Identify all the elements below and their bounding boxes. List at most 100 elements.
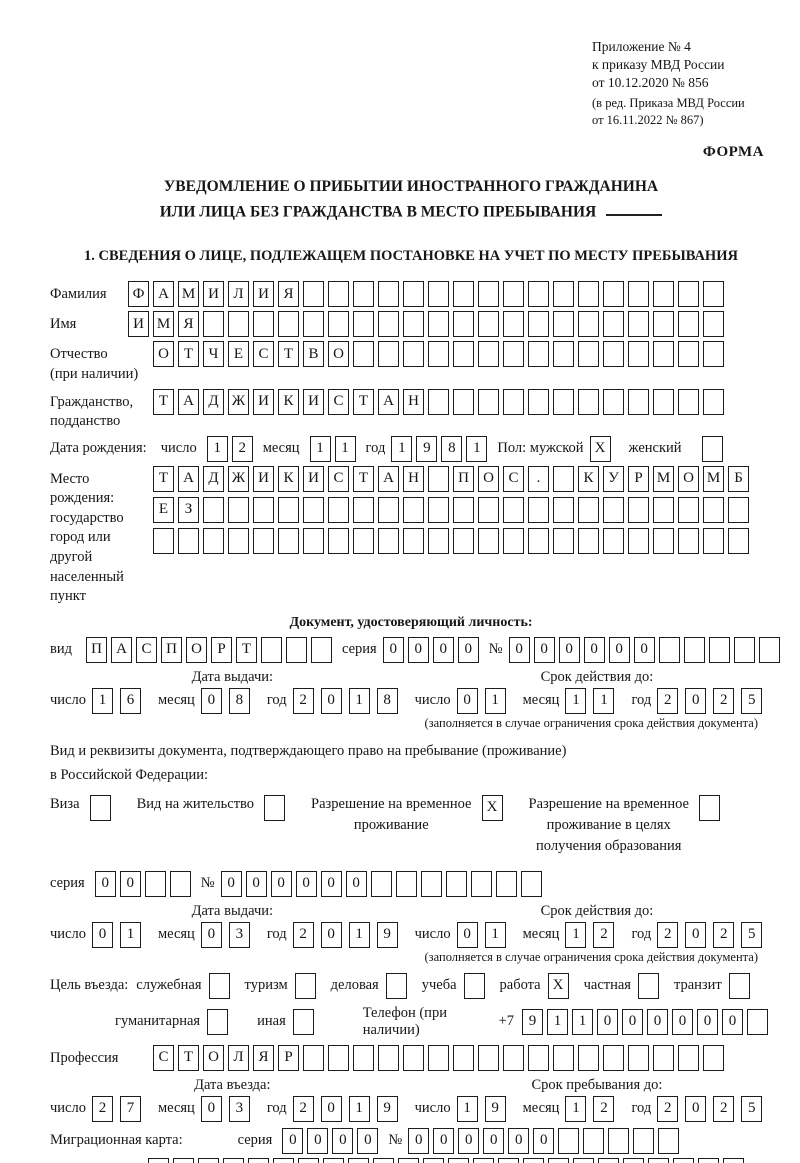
char-cell-filled[interactable]: А bbox=[178, 388, 199, 415]
char-cell-filled[interactable]: Я bbox=[178, 311, 199, 338]
char-cell-filled[interactable]: 0 bbox=[295, 870, 317, 897]
char-cell-filled[interactable]: А bbox=[110, 636, 132, 663]
char-cell-filled[interactable]: И bbox=[128, 311, 149, 338]
char-cell-filled[interactable]: 2 bbox=[713, 687, 735, 714]
char-cell-filled[interactable]: 1 bbox=[119, 921, 141, 948]
char-cell-filled[interactable]: П bbox=[85, 636, 107, 663]
char-cell-filled[interactable]: 1 bbox=[593, 687, 615, 714]
char-cell-empty[interactable] bbox=[578, 341, 599, 368]
char-cell-filled[interactable]: 2 bbox=[593, 1095, 615, 1122]
char-cell-filled[interactable]: 0 bbox=[456, 687, 478, 714]
char-cell-filled[interactable]: И bbox=[303, 465, 324, 492]
char-cell-filled[interactable]: 1 bbox=[466, 435, 488, 462]
char-cell-filled[interactable]: 2 bbox=[223, 1157, 244, 1163]
char-cell-empty[interactable] bbox=[353, 496, 374, 523]
char-cell-filled[interactable]: X bbox=[589, 435, 611, 462]
char-cell-empty[interactable] bbox=[328, 496, 349, 523]
char-cell-empty[interactable] bbox=[395, 870, 417, 897]
char-cell-filled[interactable]: 2 bbox=[713, 921, 735, 948]
char-cell-empty[interactable] bbox=[278, 311, 299, 338]
char-cell-empty[interactable] bbox=[248, 1157, 269, 1163]
char-cell-empty[interactable] bbox=[303, 311, 324, 338]
char-cell-empty[interactable] bbox=[653, 311, 674, 338]
char-cell-empty[interactable] bbox=[378, 1044, 399, 1071]
char-cell-filled[interactable]: О bbox=[203, 1044, 224, 1071]
char-cell-filled[interactable]: В bbox=[303, 341, 324, 368]
char-cell-filled[interactable]: 0 bbox=[200, 921, 222, 948]
char-cell-filled[interactable]: И bbox=[253, 281, 274, 308]
char-cell-filled[interactable]: А bbox=[378, 388, 399, 415]
char-cell-empty[interactable] bbox=[428, 496, 449, 523]
char-cell-filled[interactable]: 0 bbox=[332, 1127, 354, 1154]
char-cell-filled[interactable]: 0 bbox=[685, 687, 707, 714]
char-cell-filled[interactable]: П bbox=[453, 465, 474, 492]
char-cell-filled[interactable]: К bbox=[278, 388, 299, 415]
char-cell-empty[interactable] bbox=[348, 1157, 369, 1163]
char-cell-filled[interactable]: X bbox=[481, 794, 503, 821]
char-cell-empty[interactable] bbox=[703, 1044, 724, 1071]
char-cell-filled[interactable]: Я bbox=[253, 1044, 274, 1071]
char-cell-filled[interactable]: 3 bbox=[228, 921, 250, 948]
char-cell-empty[interactable] bbox=[203, 311, 224, 338]
char-cell-empty[interactable] bbox=[453, 527, 474, 554]
char-cell-empty[interactable] bbox=[253, 496, 274, 523]
char-cell-empty[interactable] bbox=[678, 341, 699, 368]
char-cell-filled[interactable]: 0 bbox=[722, 1008, 743, 1035]
char-cell-empty[interactable] bbox=[478, 527, 499, 554]
char-cell-filled[interactable]: 2 bbox=[198, 1157, 219, 1163]
char-cell-empty[interactable] bbox=[703, 341, 724, 368]
char-cell-filled[interactable]: 0 bbox=[433, 1127, 455, 1154]
char-cell-empty[interactable] bbox=[578, 281, 599, 308]
char-cell-empty[interactable] bbox=[628, 281, 649, 308]
char-cell-empty[interactable] bbox=[89, 794, 111, 821]
char-cell-empty[interactable] bbox=[628, 1044, 649, 1071]
char-cell-empty[interactable] bbox=[723, 1157, 744, 1163]
char-cell-filled[interactable]: Р bbox=[628, 465, 649, 492]
char-cell-filled[interactable]: 0 bbox=[533, 636, 555, 663]
char-cell-empty[interactable] bbox=[353, 527, 374, 554]
char-cell-empty[interactable] bbox=[648, 1157, 669, 1163]
char-cell-empty[interactable] bbox=[453, 388, 474, 415]
char-cell-empty[interactable] bbox=[698, 1157, 719, 1163]
char-cell-empty[interactable] bbox=[658, 636, 680, 663]
char-cell-empty[interactable] bbox=[628, 311, 649, 338]
char-cell-empty[interactable] bbox=[673, 1157, 694, 1163]
char-cell-empty[interactable] bbox=[353, 311, 374, 338]
char-cell-empty[interactable] bbox=[628, 496, 649, 523]
char-cell-filled[interactable]: Р bbox=[210, 636, 232, 663]
char-cell-filled[interactable]: 8 bbox=[376, 687, 398, 714]
char-cell-empty[interactable] bbox=[428, 281, 449, 308]
char-cell-empty[interactable] bbox=[553, 527, 574, 554]
char-cell-filled[interactable]: 1 bbox=[484, 687, 506, 714]
char-cell-filled[interactable]: 1 bbox=[565, 687, 587, 714]
char-cell-empty[interactable] bbox=[653, 281, 674, 308]
char-cell-filled[interactable]: О bbox=[678, 465, 699, 492]
char-cell-filled[interactable]: Т bbox=[353, 388, 374, 415]
char-cell-empty[interactable] bbox=[478, 311, 499, 338]
char-cell-filled[interactable]: К bbox=[578, 465, 599, 492]
char-cell-filled[interactable]: М bbox=[178, 281, 199, 308]
char-cell-empty[interactable] bbox=[573, 1157, 594, 1163]
char-cell-empty[interactable] bbox=[653, 388, 674, 415]
char-cell-empty[interactable] bbox=[598, 1157, 619, 1163]
char-cell-filled[interactable]: 5 bbox=[741, 1095, 763, 1122]
char-cell-filled[interactable]: 8 bbox=[441, 435, 463, 462]
char-cell-filled[interactable]: С bbox=[135, 636, 157, 663]
char-cell-empty[interactable] bbox=[260, 636, 282, 663]
char-cell-filled[interactable]: М bbox=[703, 465, 724, 492]
char-cell-empty[interactable] bbox=[478, 341, 499, 368]
char-cell-empty[interactable] bbox=[378, 281, 399, 308]
char-cell-empty[interactable] bbox=[303, 527, 324, 554]
char-cell-filled[interactable]: К bbox=[278, 465, 299, 492]
char-cell-empty[interactable] bbox=[303, 496, 324, 523]
char-cell-empty[interactable] bbox=[528, 388, 549, 415]
char-cell-empty[interactable] bbox=[403, 527, 424, 554]
char-cell-filled[interactable]: А bbox=[378, 465, 399, 492]
char-cell-empty[interactable] bbox=[207, 1008, 229, 1035]
char-cell-empty[interactable] bbox=[653, 341, 674, 368]
char-cell-filled[interactable]: 0 bbox=[633, 636, 655, 663]
char-cell-filled[interactable]: 2 bbox=[657, 687, 679, 714]
char-cell-filled[interactable]: 1 bbox=[173, 1157, 194, 1163]
char-cell-empty[interactable] bbox=[703, 311, 724, 338]
char-cell-filled[interactable]: 0 bbox=[697, 1008, 718, 1035]
